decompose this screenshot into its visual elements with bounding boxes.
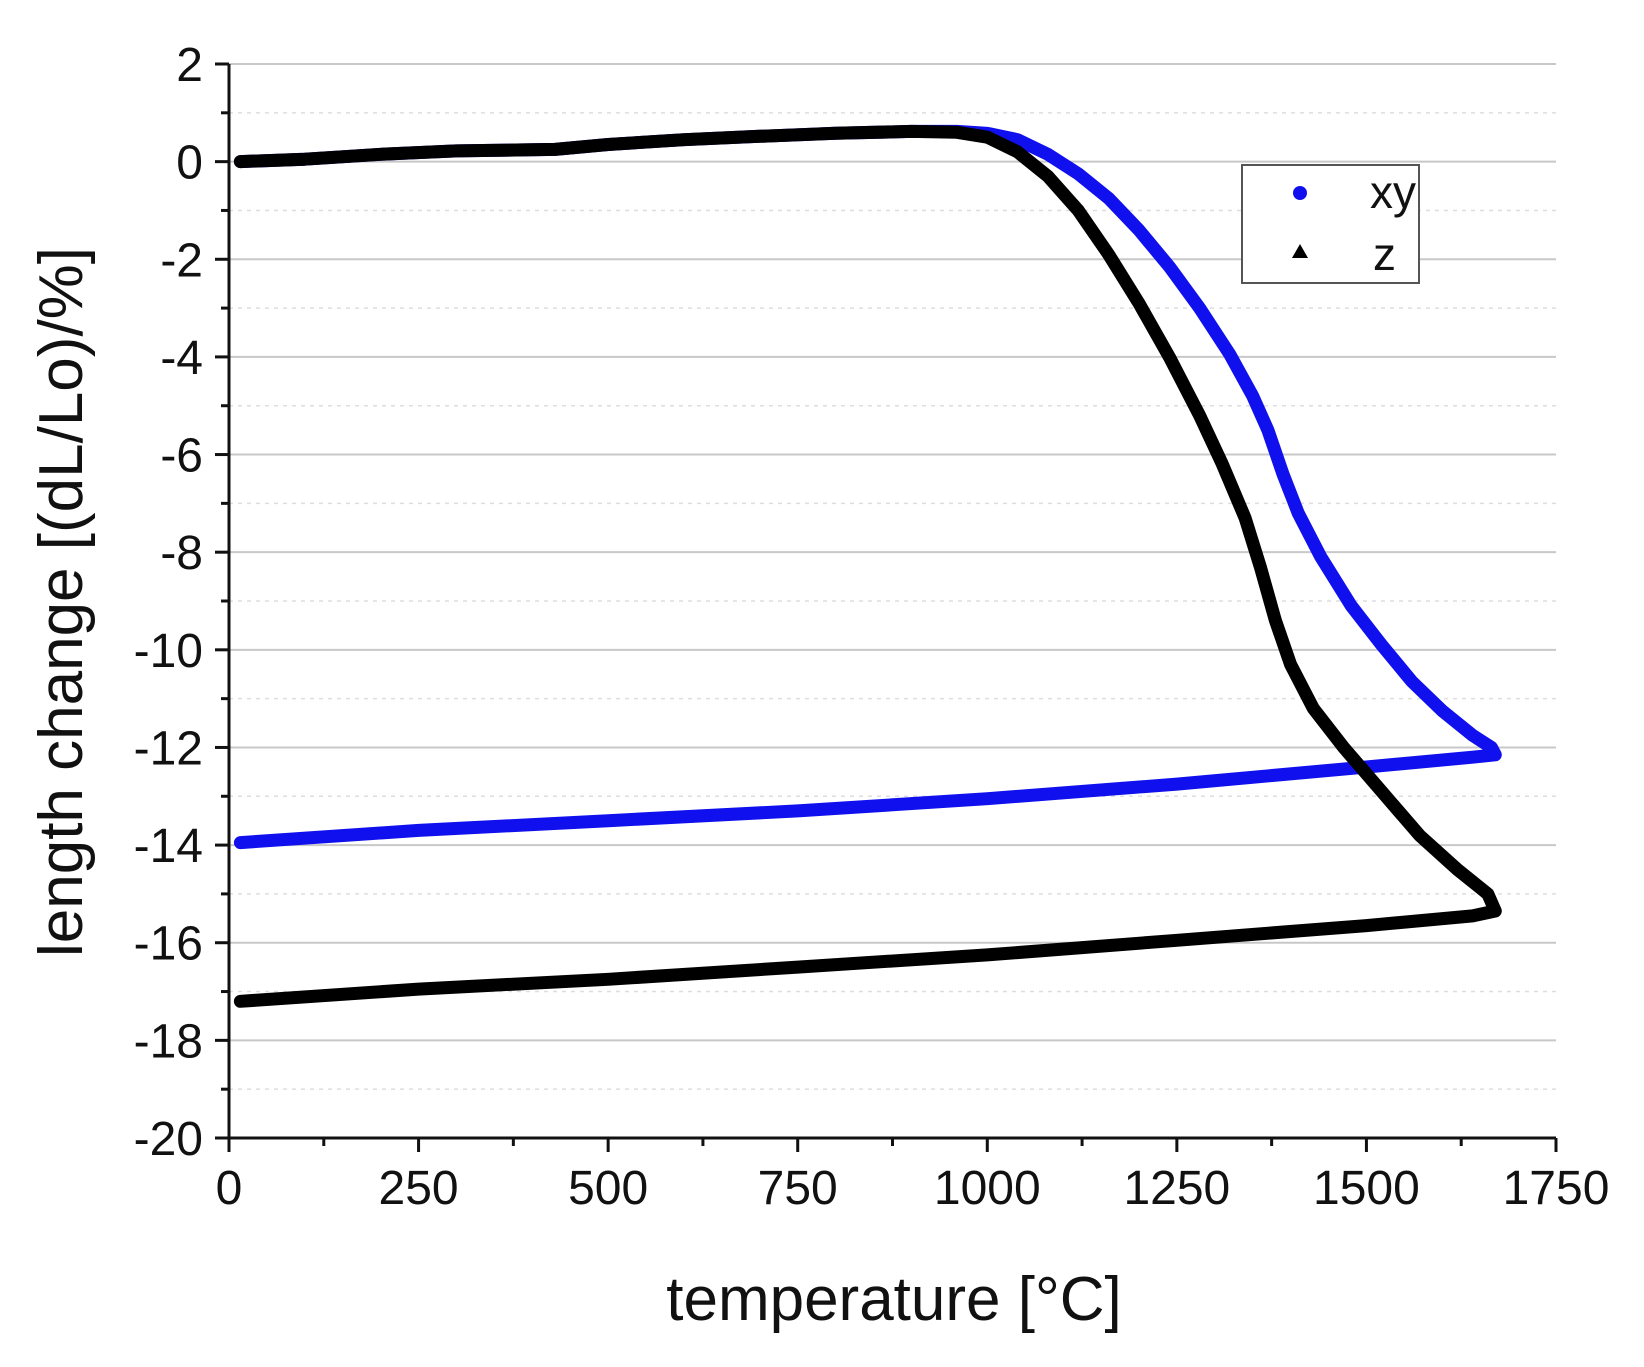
legend-box [1241,164,1420,284]
x-tick-label: 250 [379,1162,459,1215]
legend-marker-xy [1293,186,1307,200]
grid-lines [229,63,1556,1090]
y-tick-label: 0 [176,137,203,190]
y-tick-label: -6 [160,430,203,483]
x-tick-label: 500 [568,1162,648,1215]
y-tick-label: -18 [134,1015,203,1068]
legend-label-z: z [1373,228,1396,280]
x-tick-label: 1500 [1313,1162,1420,1215]
x-axis-title: temperature [°C] [666,1265,1122,1334]
legend-marker-z [1292,244,1308,258]
y-tick-label: -12 [134,722,203,775]
series-lines [233,124,1502,1008]
y-tick-label: -8 [160,527,203,580]
y-tick-label: -4 [160,332,203,385]
legend-label-xy: xy [1370,166,1416,218]
x-tick-label: 750 [758,1162,838,1215]
x-tick-label: 1000 [934,1162,1041,1215]
y-tick-label: -20 [134,1113,203,1166]
y-axis-title: length change [(dL/Lo)/%] [27,247,96,957]
x-tick-label: 0 [216,1162,243,1215]
y-tick-label: -10 [134,625,203,678]
y-tick-label: -2 [160,234,203,287]
x-tick-label: 1750 [1503,1162,1610,1215]
x-tick-label: 1250 [1123,1162,1230,1215]
y-tick-label: -16 [134,918,203,971]
y-tick-label: 2 [176,39,203,92]
series-line-z [233,124,1502,1008]
legend: xy z [1241,164,1420,284]
tick-labels: 20-2-4-6-8-10-12-14-16-18-200 250 500 750 10… [134,39,1610,1215]
y-tick-label: -14 [134,820,203,873]
axes [215,62,1558,1152]
